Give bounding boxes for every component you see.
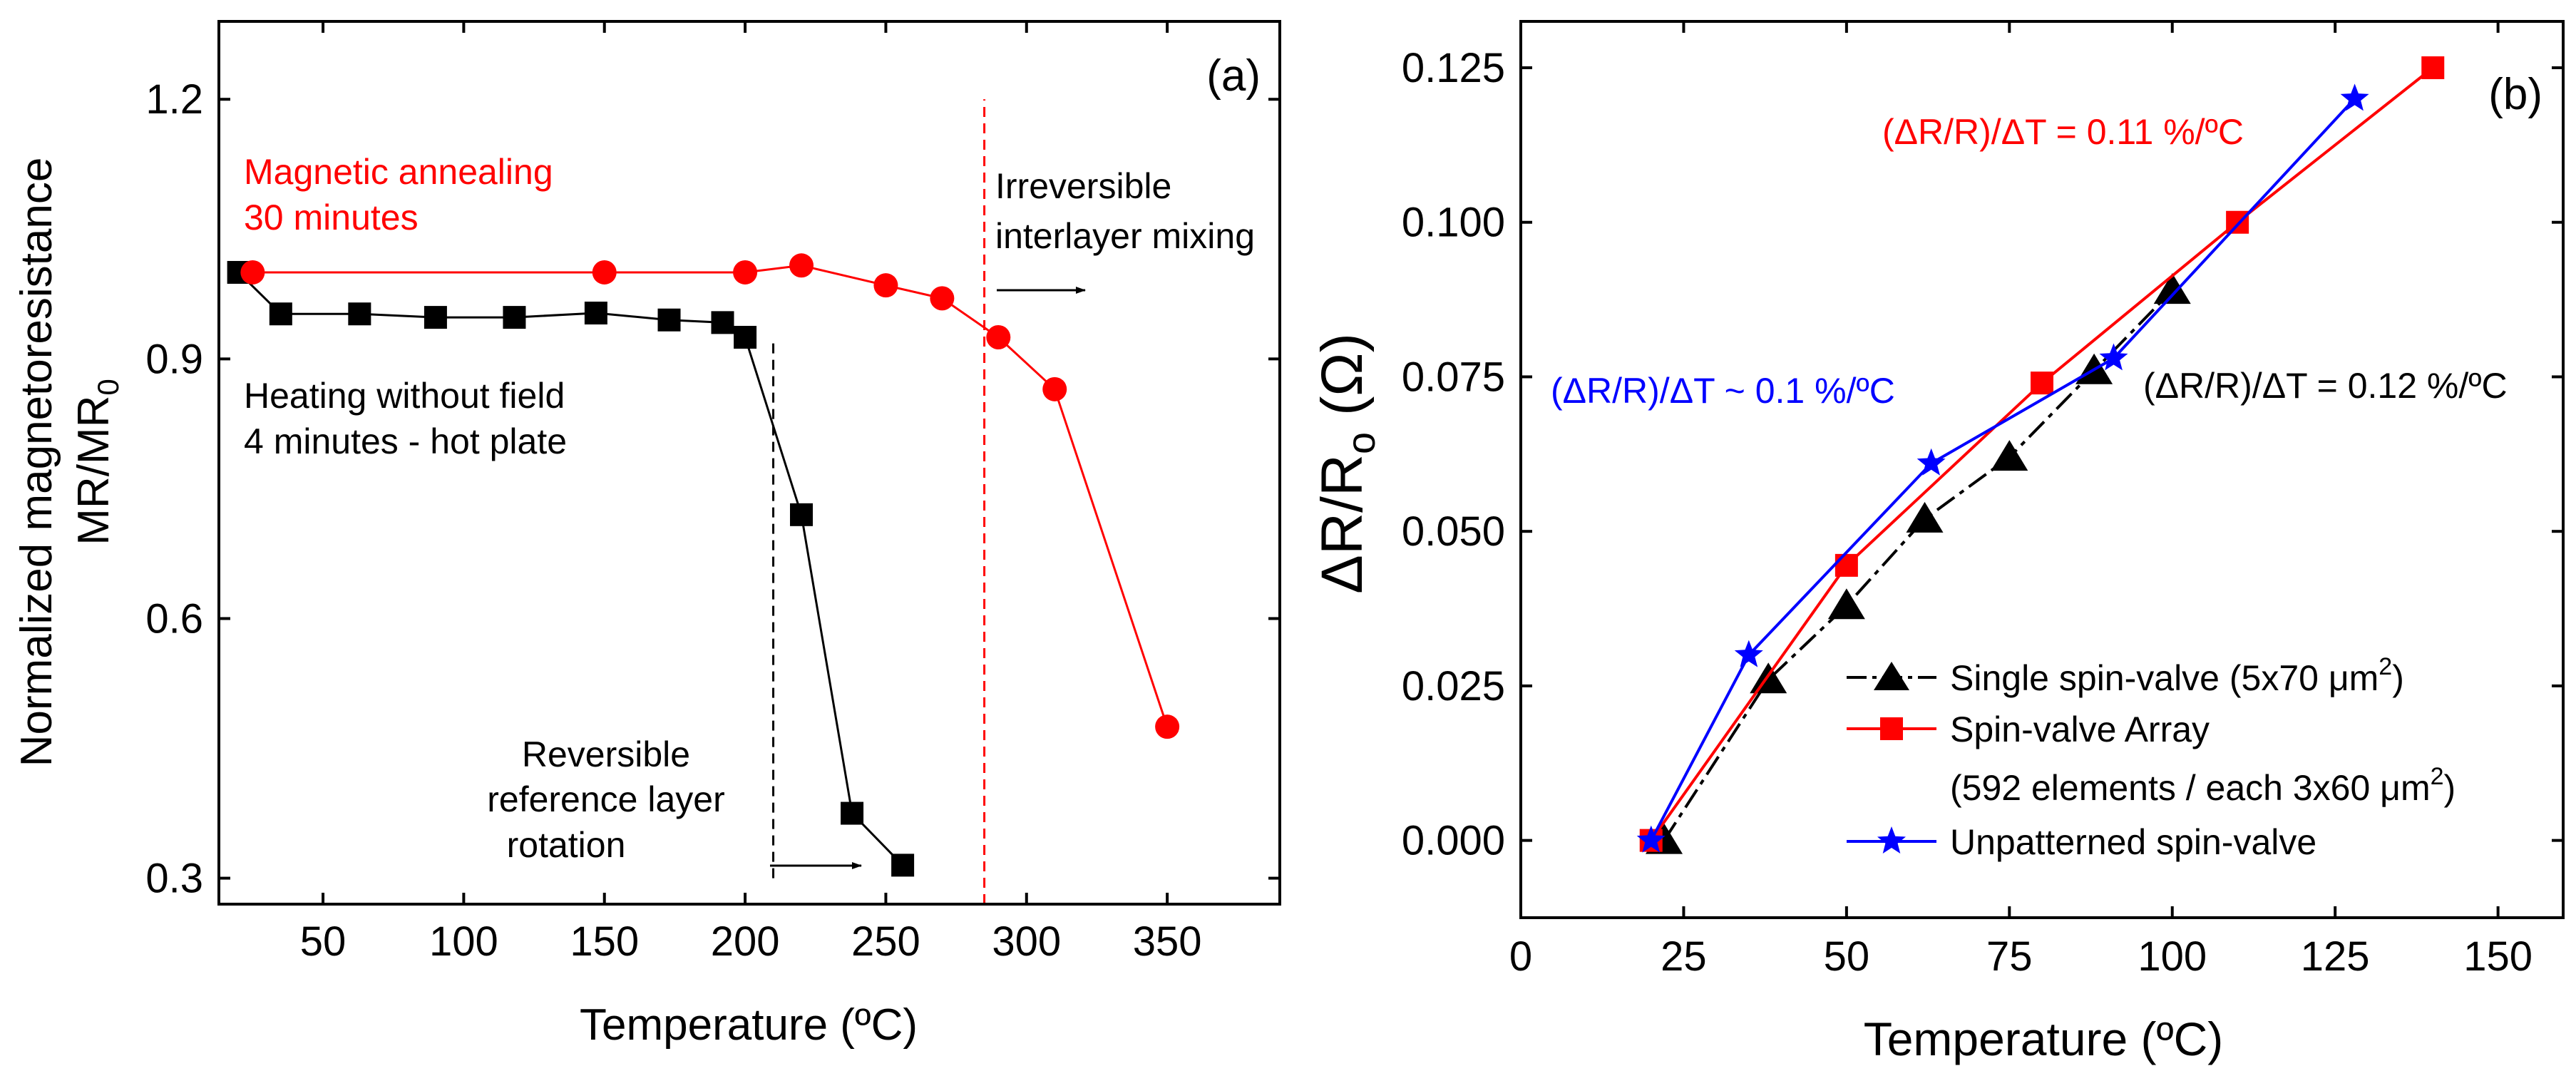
annotation-heating-without-field: Heating without field [244, 376, 565, 416]
svg-text:Unpatterned spin-valve: Unpatterned spin-valve [1950, 822, 2316, 862]
data-point-b-2 [1636, 825, 1666, 853]
annotation-slope-single: (ΔR/R)/ΔT = 0.12 %/ºC [2143, 366, 2508, 406]
data-point-a-1 [1155, 714, 1180, 739]
y-tick-label-a: 0.6 [145, 595, 203, 642]
legend: Single spin-valve (5x70 μm2) Spin-valve … [1847, 653, 2456, 862]
data-point-a-1 [789, 253, 814, 278]
svg-text:Spin-valve Array: Spin-valve Array [1950, 709, 2210, 749]
data-point-b-0 [1750, 662, 1787, 694]
y-tick-label-b: 0.125 [1402, 45, 1505, 91]
data-point-b-0 [1827, 588, 1865, 620]
data-point-b-2 [2340, 83, 2369, 111]
series-line-a-0 [237, 271, 904, 866]
x-tick-label-b: 100 [2138, 933, 2207, 980]
annotation-rotation: rotation [507, 825, 626, 865]
annotation-slope-array: (ΔR/R)/ΔT = 0.11 %/ºC [1882, 112, 2244, 152]
y-tick-label-b: 0.000 [1402, 818, 1505, 864]
y-tick-label-b: 0.025 [1402, 663, 1505, 709]
x-tick-label-b: 150 [2463, 933, 2533, 980]
data-point-a-0 [584, 302, 607, 325]
data-point-b-1 [2421, 56, 2445, 80]
y-tick-label-a: 0.9 [145, 336, 203, 382]
data-point-a-1 [240, 260, 265, 285]
data-point-a-1 [873, 273, 898, 298]
series-line-a-1 [252, 264, 1169, 727]
annotation-irreversible: Irreversible [995, 166, 1171, 206]
data-point-b-0 [1991, 440, 2028, 471]
data-point-b-2 [2099, 343, 2128, 371]
x-tick-label-a: 300 [992, 918, 1061, 965]
panel-b: 0 25 50 75 100 125 150 0.000 0.025 0.050 0.075 0.10… [1310, 20, 2565, 1065]
x-tick-label-a: 250 [851, 918, 920, 965]
annotation-hot-plate: 4 minutes - hot plate [244, 421, 567, 461]
legend-marker-square [1880, 717, 1903, 740]
y-axis-title-a: Normalized magnetoresistance MR/MR0 [12, 158, 125, 767]
y-axis-title-b: ΔR/Ro (Ω) [1310, 333, 1383, 594]
data-point-a-1 [1042, 376, 1067, 401]
legend-entry-single: Single spin-valve (5x70 μm2) [1847, 653, 2404, 698]
annotation-reversible: Reversible [522, 734, 690, 774]
data-point-a-0 [503, 306, 526, 329]
legend-entry-unpatterned: Unpatterned spin-valve [1847, 822, 2316, 862]
annotation-slope-unpatterned: (ΔR/R)/ΔT ~ 0.1 %/ºC [1551, 371, 1895, 411]
data-point-a-0 [711, 311, 734, 334]
x-tick-label-b: 125 [2301, 933, 2370, 980]
x-tick-label-a: 350 [1133, 918, 1202, 965]
y-tick-label-a: 1.2 [145, 76, 203, 123]
legend-marker-star [1877, 826, 1906, 854]
plot-frame-a [217, 20, 1281, 906]
annotation-30-minutes: 30 minutes [244, 198, 419, 237]
data-point-a-0 [891, 854, 915, 877]
data-point-a-1 [930, 286, 955, 311]
panel-label-a: (a) [1206, 51, 1261, 101]
svg-text:ΔR/Ro (Ω): ΔR/Ro (Ω) [1310, 333, 1383, 594]
data-point-a-1 [986, 325, 1011, 350]
data-point-a-1 [733, 260, 758, 285]
y-tick-label-b: 0.050 [1402, 508, 1505, 555]
legend-star-shape [1877, 826, 1906, 854]
data-point-a-1 [592, 260, 617, 285]
data-point-a-0 [734, 326, 757, 349]
y-axis-title-a-line2: MR/MR0 [69, 379, 125, 545]
data-point-b-1 [2226, 210, 2249, 234]
panel-a: 50 100 150 200 250 300 350 0.3 0.6 0.9 1.2 (a) Tem… [12, 20, 1281, 1050]
data-point-b-1 [1834, 553, 1858, 577]
annotation-reference-layer: reference layer [487, 779, 725, 819]
svg-text:(592 elements / each 3x60 μm2): (592 elements / each 3x60 μm2) [1950, 763, 2456, 808]
y-tick-label-a: 0.3 [145, 856, 203, 902]
x-tick-label-a: 200 [711, 918, 780, 965]
data-point-b-2 [1916, 448, 1946, 476]
panel-label-b: (b) [2488, 70, 2542, 119]
y-tick-label-b: 0.100 [1402, 200, 1505, 246]
legend-marker-triangle [1874, 662, 1909, 690]
data-point-a-0 [790, 503, 814, 526]
legend-entry-array: Spin-valve Array (592 elements / each 3x… [1847, 709, 2456, 808]
data-point-b-1 [2031, 371, 2053, 395]
x-tick-label-b: 50 [1824, 933, 1870, 980]
x-tick-label-a: 100 [429, 918, 498, 965]
svg-text:Single spin-valve (5x70 μm2): Single spin-valve (5x70 μm2) [1950, 653, 2404, 698]
x-axis-title-a: Temperature (ºC) [580, 1000, 918, 1050]
x-tick-label-b: 25 [1661, 933, 1707, 980]
data-point-b-0 [2153, 273, 2191, 304]
data-point-a-0 [657, 308, 681, 332]
x-tick-label-b: 75 [1986, 933, 2033, 980]
data-point-b-0 [1906, 501, 1944, 533]
data-point-b-2 [1734, 640, 1763, 667]
data-point-a-0 [424, 306, 447, 329]
plot-frame-b [1519, 20, 2565, 919]
data-point-a-0 [841, 801, 864, 825]
x-tick-label-a: 50 [300, 918, 347, 965]
x-tick-label-a: 150 [570, 918, 639, 965]
annotation-magnetic-annealing: Magnetic annealing [244, 152, 553, 192]
data-point-a-0 [269, 302, 292, 326]
data-point-a-0 [348, 302, 371, 326]
annotation-interlayer-mixing: interlayer mixing [995, 216, 1255, 256]
y-axis-title-a-line1: Normalized magnetoresistance [12, 158, 61, 767]
x-axis-title-b: Temperature (ºC) [1864, 1013, 2224, 1065]
x-tick-label-b: 0 [1509, 933, 1532, 980]
y-tick-label-b: 0.075 [1402, 354, 1505, 400]
